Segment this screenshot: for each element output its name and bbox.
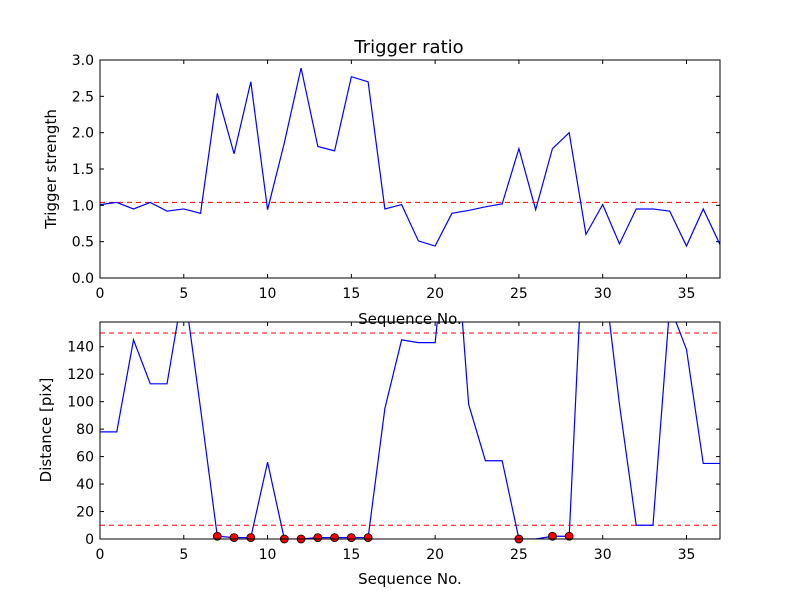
x-tick-label: 15	[342, 547, 360, 563]
x-tick-label: 15	[342, 286, 360, 302]
data-point-marker	[229, 533, 239, 543]
x-tick-label: 10	[259, 286, 277, 302]
x-tick-label: 25	[510, 286, 528, 302]
x-tick-label: 5	[179, 547, 188, 563]
x-tick-label: 0	[96, 286, 105, 302]
y-tick-label: 140	[67, 340, 94, 356]
x-tick-label: 25	[510, 547, 528, 563]
y-axis-title: Trigger strength	[42, 109, 60, 230]
distance-chart: 0 5 10 15 20 25 30 35 0 20 40 60 80 100 120 140 Sequenc…	[37, 321, 721, 588]
x-tick-label: 30	[594, 547, 612, 563]
data-point-marker	[330, 533, 339, 543]
data-point-marker	[564, 531, 574, 541]
x-tick-label: 0	[96, 547, 105, 563]
trigger-ratio-chart: Trigger ratio 0 5 10 15 20 25 30 35 0.0 0.5 1.0 1.5…	[42, 37, 721, 328]
series-line	[100, 322, 720, 539]
y-tick-label: 80	[76, 422, 94, 438]
x-tick-label: 35	[678, 547, 696, 563]
x-tick-label: 10	[259, 547, 277, 563]
y-tick-label: 0.0	[72, 271, 94, 287]
data-point-marker	[313, 533, 323, 543]
y-tick-label: 1.0	[72, 198, 94, 214]
plot-frame	[99, 59, 721, 279]
y-tick-label: 0	[85, 532, 94, 548]
x-axis-title: Sequence No.	[358, 310, 462, 328]
data-point-marker	[548, 531, 557, 541]
y-tick-label: 120	[67, 367, 94, 383]
x-tick-label: 20	[426, 286, 444, 302]
x-tick-label: 30	[594, 286, 612, 302]
y-axis-title: Distance [pix]	[37, 378, 55, 483]
x-tick-label: 20	[426, 547, 444, 563]
y-tick-label: 3.0	[72, 53, 94, 69]
x-tick-label: 5	[179, 286, 188, 302]
y-tick-label: 100	[67, 395, 94, 411]
data-point-marker	[346, 533, 356, 543]
y-tick-label: 0.5	[72, 235, 94, 251]
data-point-marker	[246, 533, 256, 543]
y-tick-label: 2.5	[72, 89, 94, 105]
x-axis-title: Sequence No.	[358, 570, 462, 588]
y-tick-label: 20	[76, 505, 94, 521]
plot-frame	[99, 321, 721, 540]
y-tick-label: 40	[76, 477, 94, 493]
y-tick-label: 2.0	[72, 126, 94, 142]
data-point-marker	[363, 533, 373, 543]
y-tick-label: 1.5	[72, 162, 94, 178]
y-tick-label: 60	[76, 450, 94, 466]
data-point-marker	[212, 531, 222, 541]
x-tick-label: 35	[678, 286, 696, 302]
series-line	[100, 67, 720, 248]
chart-title: Trigger ratio	[353, 37, 463, 58]
